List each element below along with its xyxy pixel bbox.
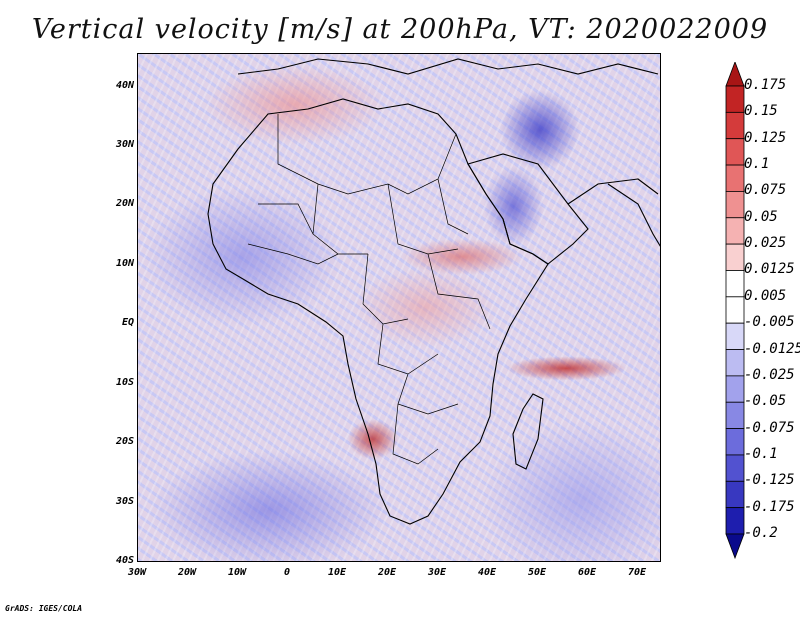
iran-outline <box>567 178 659 205</box>
lon-label: 30W <box>127 567 147 578</box>
colorbar-label: 0.1 <box>744 156 770 173</box>
arabia-outline <box>467 153 589 265</box>
lon-label: 50E <box>527 567 547 578</box>
colorbar-cell <box>725 349 745 377</box>
velocity-map <box>137 53 661 562</box>
lon-label: 40E <box>477 567 497 578</box>
lon-label: 20W <box>177 567 197 578</box>
lon-label: 20E <box>377 567 397 578</box>
colorbar-label: 0.025 <box>744 235 787 252</box>
country-borders <box>247 114 491 465</box>
colorbar-label: -0.125 <box>744 472 795 489</box>
colorbar-cell <box>725 85 745 113</box>
colorbar-label: 0.175 <box>744 77 787 93</box>
colorbar-label: -0.075 <box>744 419 795 436</box>
map-title: Vertical velocity [m/s] at 200hPa, VT: 2… <box>31 14 769 45</box>
colorbar-label: -0.175 <box>744 498 795 515</box>
colorbar-cell <box>725 454 745 482</box>
colorbar-cell <box>725 138 745 166</box>
colorbar-cell <box>725 296 745 324</box>
lon-label: 70E <box>627 567 647 578</box>
lat-label: 30N <box>115 139 134 150</box>
madagascar-outline <box>512 393 544 470</box>
colorbar <box>725 62 745 560</box>
colorbar-label: -0.005 <box>744 314 795 331</box>
lat-label: 20S <box>115 436 134 447</box>
colorbar-label: -0.025 <box>744 366 795 383</box>
footer-credit: GrADS: IGES/COLA <box>5 604 83 613</box>
colorbar-cell <box>725 480 745 509</box>
lat-label: 20N <box>115 198 134 209</box>
colorbar-label: 0.005 <box>744 287 787 304</box>
colorbar-label: 0.075 <box>744 182 787 199</box>
lon-label: 10W <box>227 567 247 578</box>
colorbar-cell <box>725 191 745 219</box>
lat-label: 40N <box>115 80 134 91</box>
colorbar-cell <box>725 322 745 350</box>
colorbar-cell <box>725 164 745 192</box>
africa-coastline <box>207 98 549 525</box>
colorbar-cell <box>725 428 745 456</box>
lon-label: 0 <box>283 567 291 578</box>
colorbar-label: -0.0125 <box>744 340 800 357</box>
colorbar-label: -0.2 <box>744 525 778 541</box>
colorbar-label: 0.15 <box>744 103 778 120</box>
colorbar-label: 0.125 <box>744 129 787 146</box>
colorbar-top-arrow <box>725 62 745 87</box>
colorbar-cell <box>725 270 745 298</box>
colorbar-bottom-arrow <box>725 533 745 560</box>
colorbar-cell <box>725 375 745 403</box>
colorbar-cell <box>725 243 745 271</box>
colorbar-cell <box>725 401 745 429</box>
lat-label: 40S <box>115 555 134 566</box>
colorbar-cell <box>725 111 745 140</box>
colorbar-label: -0.1 <box>744 445 778 462</box>
india-outline <box>607 183 660 247</box>
colorbar-cell <box>725 507 745 535</box>
coastline-layer <box>207 58 660 525</box>
lon-label: 30E <box>427 567 447 578</box>
colorbar-label: 0.05 <box>744 208 778 225</box>
lat-label: 10S <box>115 377 134 388</box>
europe-outline <box>237 58 659 75</box>
lat-label: EQ <box>121 317 134 328</box>
lon-label: 60E <box>577 567 597 578</box>
colorbar-label: -0.05 <box>744 393 787 410</box>
colorbar-label: 0.0125 <box>744 261 795 278</box>
lon-label: 10E <box>327 567 347 578</box>
lat-label: 30S <box>115 496 134 507</box>
colorbar-cell <box>725 217 745 245</box>
lat-label: 10N <box>115 258 134 269</box>
